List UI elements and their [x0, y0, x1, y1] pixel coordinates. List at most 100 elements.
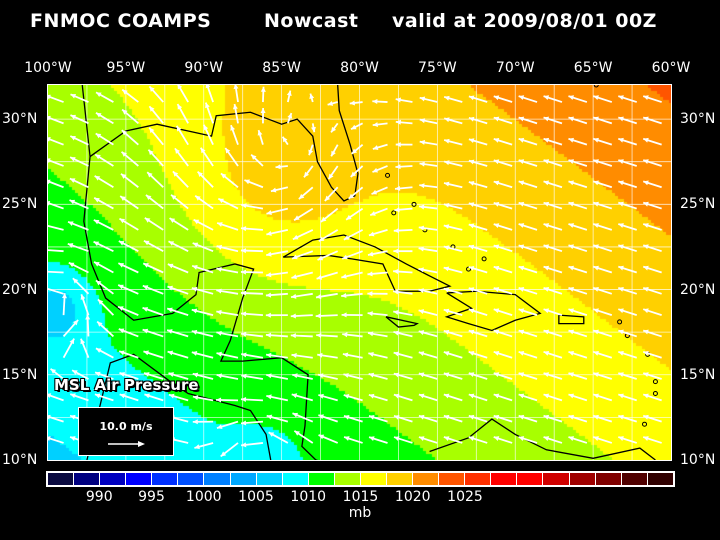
- wind-arrowhead: [195, 195, 201, 201]
- lat-label-right: 20°N: [680, 281, 716, 298]
- wind-arrowhead: [543, 223, 550, 228]
- lon-label: 65°W: [573, 60, 613, 76]
- wind-arrowhead: [119, 393, 126, 399]
- wind-arrowhead: [48, 137, 51, 142]
- wind-arrowhead: [61, 293, 67, 299]
- wind-arrowhead: [543, 159, 550, 164]
- wind-arrowhead: [394, 185, 401, 191]
- wind-arrowhead: [418, 351, 425, 357]
- island-outline: [481, 256, 487, 262]
- wind-arrowhead: [144, 372, 150, 377]
- wind-arrowhead: [468, 414, 475, 420]
- wind-arrowhead: [443, 436, 450, 441]
- wind-arrowhead: [121, 151, 127, 157]
- field-label: MSL Air Pressure: [54, 376, 199, 394]
- colorbar-swatch: [308, 473, 334, 485]
- wind-arrowhead: [468, 223, 475, 229]
- wind-arrowhead: [393, 372, 400, 378]
- wind-arrowhead: [147, 172, 153, 178]
- wind-arrowhead: [593, 414, 599, 420]
- wind-arrowhead: [593, 180, 599, 186]
- wind-arrowhead: [167, 307, 173, 313]
- colorbar-swatch: [178, 473, 204, 485]
- wind-arrowhead: [418, 288, 424, 294]
- wind-arrowhead: [97, 299, 104, 305]
- wind-arrowhead: [643, 287, 649, 292]
- wind-arrowhead: [97, 321, 103, 327]
- wind-arrowhead: [618, 436, 624, 441]
- lon-label: 100°W: [24, 60, 72, 76]
- wind-arrowhead: [618, 393, 624, 399]
- wind-arrowhead: [230, 125, 236, 131]
- lat-label-left: 25°N: [2, 196, 38, 213]
- wind-arrowhead: [518, 137, 525, 143]
- wind-arrowhead: [493, 116, 500, 122]
- colorbar-swatch: [569, 473, 595, 485]
- wind-arrowhead: [94, 393, 101, 399]
- wind-arrowhead: [543, 137, 550, 143]
- wind-arrowhead: [205, 85, 211, 89]
- wind-arrowhead: [260, 86, 266, 92]
- wind-arrowhead: [367, 291, 373, 297]
- lon-label: 60°W: [651, 60, 691, 76]
- wind-arrowhead: [568, 350, 574, 356]
- wind-arrowhead: [149, 127, 155, 134]
- wind-arrowhead: [393, 351, 400, 357]
- wind-arrowhead: [95, 371, 101, 377]
- wind-arrowhead: [48, 158, 51, 163]
- wind-arrowhead: [142, 285, 149, 290]
- wind-arrowhead: [341, 293, 347, 299]
- wind-arrowhead: [543, 116, 550, 122]
- wind-arrowhead: [393, 228, 399, 234]
- colorbar-label: 1005: [238, 489, 274, 505]
- wind-arrowhead: [593, 265, 599, 271]
- wind-arrowhead: [351, 124, 357, 130]
- wind-arrowhead: [192, 419, 198, 425]
- wind-arrow: [48, 201, 64, 210]
- wind-arrowhead: [468, 202, 475, 208]
- wind-arrowhead: [241, 331, 247, 337]
- wind-arrowhead: [260, 107, 266, 113]
- wind-arrowhead: [568, 95, 574, 101]
- wind-arrowhead: [93, 241, 100, 247]
- colorbar-swatch: [204, 473, 230, 485]
- wind-arrowhead: [168, 372, 174, 377]
- wind-arrowhead: [85, 314, 91, 320]
- wind-arrowhead: [443, 351, 450, 356]
- wind-arrowhead: [266, 272, 272, 278]
- wind-arrowhead: [618, 265, 624, 271]
- wind-arrowhead: [205, 102, 210, 109]
- wind-arrowhead: [393, 269, 399, 275]
- wind-arrowhead: [543, 244, 550, 250]
- wind-arrowhead: [518, 329, 525, 335]
- wind-arrowhead: [568, 180, 574, 186]
- wind-arrowhead: [48, 94, 51, 100]
- wind-arrowhead: [143, 350, 149, 356]
- wind-arrowhead: [320, 216, 327, 222]
- wind-arrowhead: [143, 263, 149, 268]
- colorbar-swatch: [595, 473, 621, 485]
- wind-arrowhead: [142, 307, 149, 312]
- wind-arrowhead: [177, 104, 183, 110]
- wind-arrowhead: [240, 290, 247, 296]
- lon-label: 90°W: [184, 60, 224, 76]
- wind-arrowhead: [191, 286, 198, 292]
- wind-arrowhead: [194, 444, 200, 450]
- wind-arrowhead: [341, 312, 347, 318]
- wind-arrowhead: [266, 352, 272, 358]
- wind-arrowhead: [618, 372, 624, 378]
- wind-arrowhead: [568, 287, 574, 292]
- wind-arrowhead: [368, 231, 375, 237]
- wind-arrowhead: [618, 201, 624, 207]
- wind-arrowhead: [292, 412, 299, 418]
- wind-arrowhead: [50, 368, 57, 374]
- wind-arrowhead: [395, 119, 402, 125]
- wind-arrowhead: [593, 223, 599, 228]
- wind-arrowhead: [174, 148, 180, 154]
- lon-label: 85°W: [262, 60, 301, 76]
- colorbar-swatch: [621, 473, 647, 485]
- wind-arrowhead: [372, 122, 378, 128]
- wind-arrow: [48, 180, 64, 189]
- colorbar-label: 1020: [394, 489, 431, 505]
- coastline: [444, 290, 542, 332]
